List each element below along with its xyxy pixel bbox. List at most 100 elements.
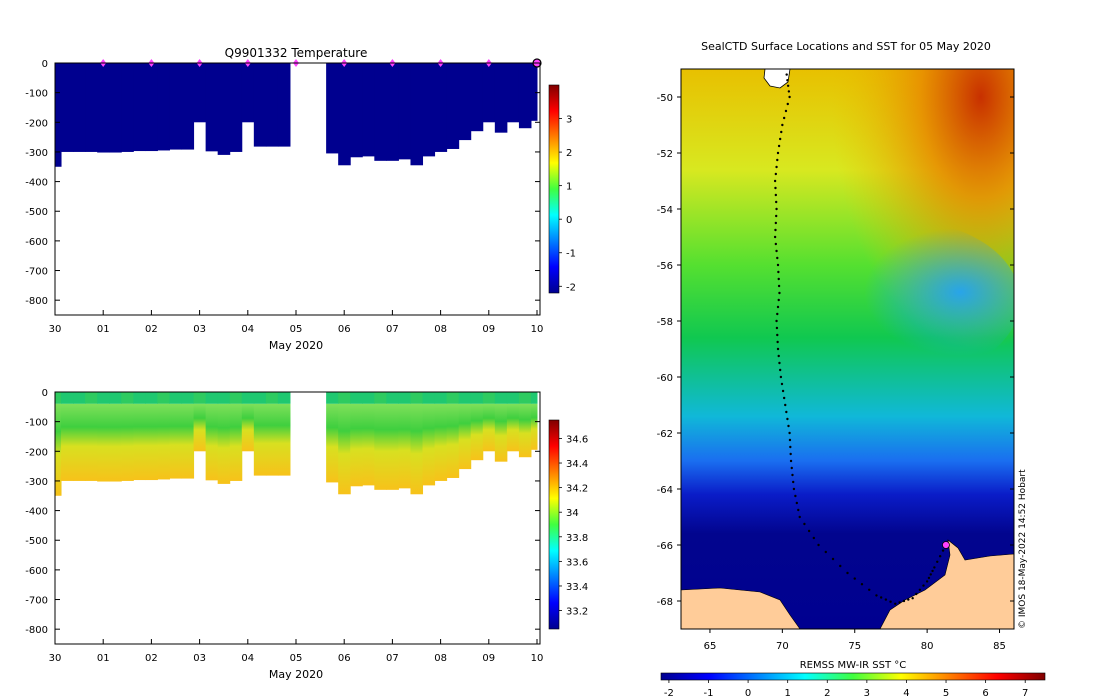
salinity-surface-cell [157, 392, 170, 404]
temperature-xtick-label: 07 [386, 324, 399, 335]
salinity-colorbar-tick-label: 33.6 [566, 557, 588, 568]
temperature-profile-column [434, 63, 448, 152]
track-point [929, 573, 932, 576]
track-point [774, 221, 778, 225]
salinity-surface-cell [85, 392, 98, 404]
salinity-surface-cell [398, 392, 411, 404]
temperature-profile-column [205, 63, 219, 152]
temperature-profile-column [109, 63, 122, 153]
salinity-plot-frame [54, 391, 541, 645]
temperature-profile-column [350, 63, 363, 158]
salinity-colorbar-tick-label: 34.4 [566, 459, 588, 470]
track-point [889, 600, 892, 603]
temperature-plot-frame [54, 62, 541, 316]
salinity-colorbar-tick-label: 34.6 [566, 434, 588, 445]
track-point [781, 389, 785, 393]
salinity-surface-cell [482, 392, 496, 404]
salinity-profile-column [109, 403, 122, 482]
salinity-profile-column [434, 403, 448, 481]
salinity-surface-cell [55, 392, 62, 404]
track-point [798, 515, 801, 519]
track-point [777, 144, 781, 148]
temperature-profile-column [73, 63, 86, 152]
salinity-surface-cell [97, 392, 110, 404]
track-point [778, 137, 782, 141]
salinity-profile-column [422, 403, 436, 486]
track-point [776, 312, 779, 316]
temperature-profile-column [422, 63, 436, 157]
temperature-ytick-label: -700 [25, 267, 48, 278]
track-point [915, 592, 918, 596]
salinity-surface-cell [229, 392, 243, 404]
temperature-xtick-label: 08 [434, 324, 447, 335]
map-frame [680, 68, 1015, 630]
track-point [773, 179, 777, 183]
salinity-profile-column [61, 403, 74, 481]
salinity-profile-column [229, 403, 243, 481]
track-point [780, 382, 784, 386]
temperature-ytick-label: -500 [25, 207, 48, 218]
temperature-profile-column [133, 63, 146, 152]
track-point [846, 571, 849, 575]
track-point [936, 560, 939, 563]
map-ytick-label: -56 [657, 261, 673, 272]
salinity-profile-column [85, 403, 98, 481]
salinity-ytick-label: -800 [25, 625, 48, 636]
track-point [787, 424, 790, 428]
track-point [782, 116, 786, 120]
salinity-surface-cell [73, 392, 86, 404]
salinity-surface-cell [446, 392, 460, 404]
track-point [788, 431, 791, 435]
sst-colorbar-tick-label: 4 [903, 688, 909, 699]
track-point [789, 459, 793, 463]
salinity-surface-cell [362, 392, 375, 404]
salinity-profile-column [506, 403, 520, 452]
map-xtick-label: 70 [776, 641, 789, 652]
kerguelen-island [763, 69, 791, 89]
track-point [776, 347, 780, 351]
salinity-surface-cell [61, 392, 74, 404]
salinity-profile-column [410, 403, 424, 495]
track-point [807, 529, 811, 533]
track-point [774, 193, 778, 197]
temperature-profile-column [494, 63, 508, 133]
temperature-colorbar-tick-label: 2 [566, 148, 572, 159]
track-point [933, 566, 936, 569]
track-point [784, 109, 788, 113]
latest-position-marker [942, 541, 950, 549]
track-point [931, 569, 934, 573]
track-point [792, 480, 795, 484]
temperature-profile-column [277, 63, 291, 147]
map-ytick-label: -62 [657, 429, 673, 440]
track-point [777, 298, 780, 302]
temperature-xtick-label: 10 [531, 324, 544, 335]
temperature-profile-column [181, 63, 195, 150]
salinity-profile-column [338, 403, 351, 495]
temperature-xtick-label: 06 [338, 324, 351, 335]
track-point [787, 90, 791, 93]
salinity-surface-cell [133, 392, 146, 404]
salinity-surface-cell [217, 392, 231, 404]
track-point [786, 79, 789, 82]
salinity-profile-column [277, 403, 291, 476]
temperature-xtick-label: 09 [482, 324, 495, 335]
temperature-ytick-label: -200 [25, 118, 48, 129]
track-point [777, 284, 781, 288]
temperature-colorbar [548, 84, 560, 294]
temperature-profile-column [121, 63, 134, 152]
temperature-profile-column [374, 63, 387, 161]
temperature-xtick-label: 02 [145, 324, 158, 335]
salinity-profile-column [374, 403, 387, 490]
track-point [788, 438, 792, 442]
temperature-profile-column [386, 63, 399, 161]
temperature-profile-column [55, 63, 62, 167]
track-point [776, 256, 779, 260]
temperature-profile-column [506, 63, 520, 123]
sst-colorbar-tick-label: 3 [864, 688, 870, 699]
track-point [789, 452, 792, 456]
salinity-profile-column [350, 403, 363, 487]
salinity-surface-cell [374, 392, 387, 404]
map-ytick-label: -68 [657, 597, 673, 608]
imos-credit: © IMOS 18-May-2022 14:52 Hobart [1018, 469, 1028, 629]
salinity-ytick-label: -400 [25, 507, 48, 518]
